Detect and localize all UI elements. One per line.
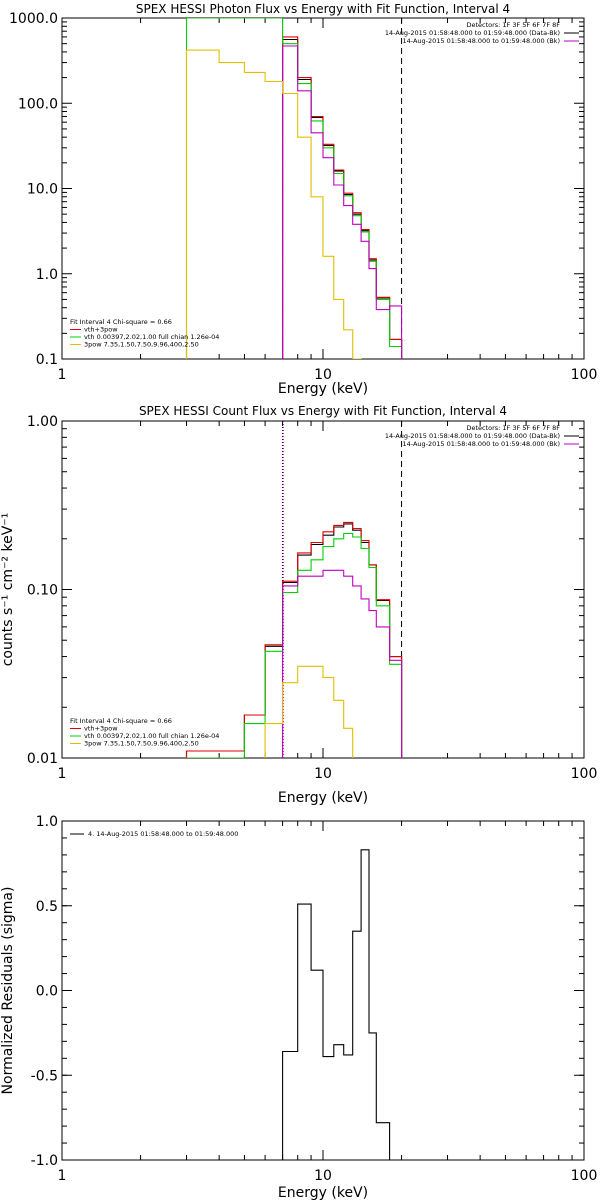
legend-text: Detectors: 1F 3F 5F 6F 7F 8F [466, 21, 560, 29]
x-tick-label: 1 [58, 766, 67, 782]
plot-frame [61, 17, 585, 360]
plot-area [282, 849, 391, 1160]
x-axis-label: Energy (keV) [278, 1185, 368, 1200]
y-tick-label: 0.01 [27, 751, 58, 767]
plot-area [185, 18, 403, 359]
y-tick-label: 1.0 [36, 267, 58, 283]
histogram-series-2 [282, 36, 403, 359]
y-axis-label: counts s⁻¹ cm⁻² keV⁻¹ [0, 513, 16, 667]
x-tick-label: 100 [571, 1168, 598, 1184]
legend-text: 14-Aug-2015 01:58:48.000 to 01:59:48.000… [385, 29, 560, 37]
histogram-series-1 [282, 849, 391, 1160]
legend-text: vth 0.00397,2.02,1.00 full chian 1.26e-0… [84, 333, 219, 341]
y-tick-label: 0.1 [36, 352, 58, 368]
histogram-series-3 [185, 532, 403, 758]
y-tick-label: 0.5 [36, 899, 58, 915]
x-tick-label: 10 [314, 766, 332, 782]
histogram-series-1 [282, 38, 403, 359]
legend-top-right: Detectors: 1F 3F 5F 6F 7F 8F14-Aug-2015 … [385, 424, 579, 448]
y-tick-label: -0.5 [31, 1068, 58, 1084]
legend-text: Fit Interval 4 Chi-square = 0.66 [70, 717, 172, 725]
legend-bottom-left: Fit Interval 4 Chi-square = 0.66vth+3pow… [70, 717, 219, 748]
y-tick-label: 10.0 [27, 182, 58, 198]
x-axis: 1 10 100 [58, 821, 598, 1184]
y-axis: 0.01 0.10 1.00 [27, 414, 584, 767]
y-tick-label: -1.0 [31, 1153, 58, 1169]
y-tick-label: 0.0 [36, 984, 58, 1000]
histogram-series-5 [185, 49, 362, 359]
y-axis: -1.0 -0.5 0.0 0.5 1.0 [31, 814, 584, 1169]
x-axis-label: Energy (keV) [278, 790, 368, 806]
legend-text: 14-Aug-2015 01:58:48.000 to 01:59:48.000… [385, 432, 560, 440]
x-axis: 1 10 100 [58, 421, 598, 782]
y-tick-label: 0.10 [27, 583, 58, 599]
y-axis: 0.1 1.0 10.0 100.0 1000.0 [9, 11, 584, 368]
x-tick-label: 100 [571, 367, 598, 383]
chart-panel-1: SPEX HESSI Photon Flux vs Energy with Fi… [9, 2, 597, 397]
x-tick-label: 1 [58, 367, 67, 383]
histogram-series-4 [282, 569, 403, 758]
x-tick-label: 1 [58, 1168, 67, 1184]
chart-title: SPEX HESSI Photon Flux vs Energy with Fi… [136, 2, 510, 16]
legend-text: 14-Aug-2015 01:58:48.000 to 01:59:48.000… [403, 440, 560, 448]
legend-text: vth+3pow [84, 725, 118, 733]
legend-text: vth+3pow [84, 326, 118, 334]
legend-text: 3pow 7.35,1.50,7.50,9.96,400,2.50 [84, 740, 199, 748]
y-tick-label: 1000.0 [9, 11, 58, 27]
chart-panel-2: SPEX HESSI Count Flux vs Energy with Fit… [0, 404, 597, 806]
legend-text: 3pow 7.35,1.50,7.50,9.96,400,2.50 [84, 341, 199, 349]
legend-text: Detectors: 1F 3F 5F 6F 7F 8F [466, 424, 560, 432]
plot-frame [61, 420, 585, 759]
x-axis-label: Energy (keV) [278, 381, 368, 397]
histogram-series-5 [264, 665, 354, 758]
x-tick-label: 10 [314, 367, 332, 383]
y-tick-label: 1.00 [27, 414, 58, 430]
legend-bottom-left: Fit Interval 4 Chi-square = 0.66vth+3pow… [70, 318, 219, 349]
plot-area [185, 421, 403, 758]
legend-text: vth 0.00397,2.02,1.00 full chian 1.26e-0… [84, 732, 219, 740]
y-tick-label: 100.0 [18, 96, 58, 112]
chart-title: SPEX HESSI Count Flux vs Energy with Fit… [139, 404, 507, 418]
chart-panel-3: 1 10 100 Energy (keV) -1.0 -0.5 0.0 0.5 1.0 Norma… [0, 814, 597, 1200]
legend-text: Fit Interval 4 Chi-square = 0.66 [70, 318, 172, 326]
legend-top-left: 4. 14-Aug-2015 01:58:48.000 to 01:59:48.… [70, 830, 238, 838]
y-axis-label: Normalized Residuals (sigma) [0, 887, 16, 1095]
y-tick-label: 1.0 [36, 814, 58, 830]
x-tick-label: 10 [314, 1168, 332, 1184]
histogram-series-4 [282, 45, 403, 359]
legend-text: 14-Aug-2015 01:58:48.000 to 01:59:48.000… [403, 37, 560, 45]
x-tick-label: 100 [571, 766, 598, 782]
legend-top-right: Detectors: 1F 3F 5F 6F 7F 8F14-Aug-2015 … [385, 21, 579, 45]
legend-text: 4. 14-Aug-2015 01:58:48.000 to 01:59:48.… [88, 830, 238, 838]
x-axis: 1 10 100 [58, 18, 598, 383]
